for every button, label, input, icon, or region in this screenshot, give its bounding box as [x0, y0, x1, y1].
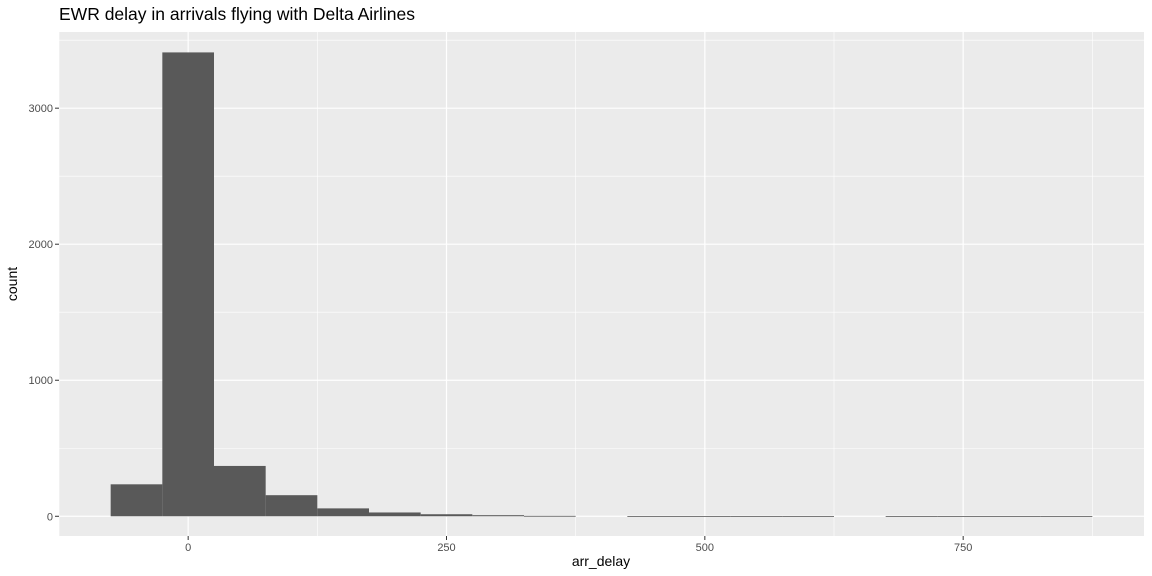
y-tick-label: 0 [47, 511, 53, 523]
x-axis-ticks: 0 250 500 750 [185, 536, 972, 554]
histogram-bar [989, 516, 1041, 517]
histogram-bar [937, 516, 989, 517]
histogram-bars [110, 52, 1093, 517]
histogram-bar [679, 516, 731, 517]
histogram-bar [885, 516, 938, 517]
histogram-bar [524, 515, 576, 517]
x-tick-label: 0 [185, 542, 191, 554]
x-tick-label: 750 [954, 542, 972, 554]
histogram-bar [265, 495, 318, 517]
y-axis-ticks: 0 1000 2000 3000 [29, 103, 59, 523]
histogram-bar [110, 484, 163, 517]
histogram-bar [1040, 516, 1093, 517]
chart-title: EWR delay in arrivals flying with Delta … [59, 4, 415, 24]
histogram-bar [730, 516, 783, 517]
histogram-bar [420, 514, 473, 517]
histogram-bar [162, 52, 214, 517]
histogram-bar [214, 465, 266, 517]
x-tick-label: 500 [696, 542, 714, 554]
y-tick-label: 2000 [29, 239, 53, 251]
y-tick-label: 3000 [29, 103, 53, 115]
x-axis-title: arr_delay [572, 553, 630, 569]
y-axis-title: count [4, 267, 20, 301]
x-tick-label: 250 [437, 542, 455, 554]
y-tick-label: 1000 [29, 375, 53, 387]
histogram-bar [317, 508, 369, 517]
histogram-bar [472, 515, 524, 517]
histogram-bar [782, 516, 834, 517]
histogram-bar [369, 512, 421, 517]
histogram-bar [627, 516, 679, 517]
